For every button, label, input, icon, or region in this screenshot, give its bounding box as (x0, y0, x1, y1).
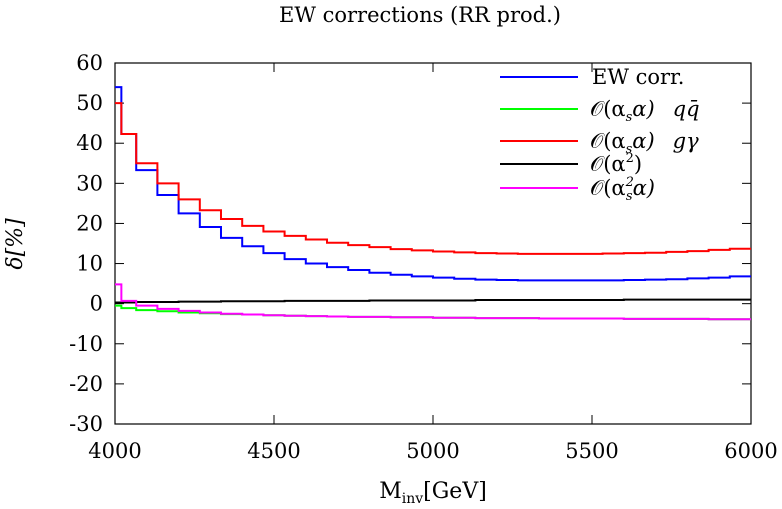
series-line-4 (115, 283, 751, 321)
x-axis-label-main: M (379, 479, 402, 504)
series-layer (115, 86, 751, 321)
series-line-3 (115, 298, 751, 304)
legend-label-as2a: 𝒪(α2 sα) (590, 175, 655, 204)
x-axis-label-unit: [GeV] (423, 479, 487, 504)
series-line-2 (115, 102, 751, 255)
y-tick-label: -20 (69, 372, 103, 396)
x-tick-label: 4000 (88, 439, 141, 463)
legend-label-as2a-main: 𝒪(α (590, 176, 626, 200)
x-tick-label: 5500 (565, 439, 618, 463)
y-axis-label: δ[%] (3, 218, 28, 270)
y-tick-label: 10 (76, 252, 103, 276)
plot-frame (114, 62, 752, 425)
x-axis-label-sub: inv (402, 491, 423, 507)
y-tick-label: -10 (69, 332, 103, 356)
x-tick-label: 4500 (247, 439, 300, 463)
y-tick-label: 60 (76, 51, 103, 75)
axis-ticks: -30 -20 -10 0 10 20 30 40 50 60 4000 4500 5000 5500 60… (69, 51, 778, 463)
x-tick-label: 6000 (724, 439, 777, 463)
x-axis-label: Minv[GeV] (379, 479, 487, 507)
series-line-0 (115, 86, 751, 282)
y-tick-label: 0 (90, 292, 103, 316)
y-tick-label: 30 (76, 171, 103, 195)
legend-label-qq: 𝒪(αsα) qq̄ (590, 97, 700, 125)
legend-label-gg: 𝒪(αsα) gγ (590, 129, 699, 157)
legend-label-gg-main: 𝒪(α (590, 129, 626, 153)
legend-label-qq-main: 𝒪(α (590, 97, 626, 121)
legend-label-ew: EW corr. (592, 65, 684, 89)
y-tick-label: 40 (76, 131, 103, 155)
legend-label-a2-main: 𝒪(α (590, 152, 626, 176)
x-tick-label: 5000 (406, 439, 459, 463)
y-tick-label: 50 (76, 91, 103, 115)
y-tick-label: 20 (76, 211, 103, 235)
legend: EW corr. 𝒪(αsα) qq̄ 𝒪(αsα) gγ 𝒪(α2) 𝒪(α2 sα… (500, 65, 700, 204)
legend-label-a2: 𝒪(α2) (590, 151, 642, 176)
y-tick-label: -30 (69, 412, 103, 436)
chart-title: EW corrections (RR prod.) (279, 3, 561, 27)
